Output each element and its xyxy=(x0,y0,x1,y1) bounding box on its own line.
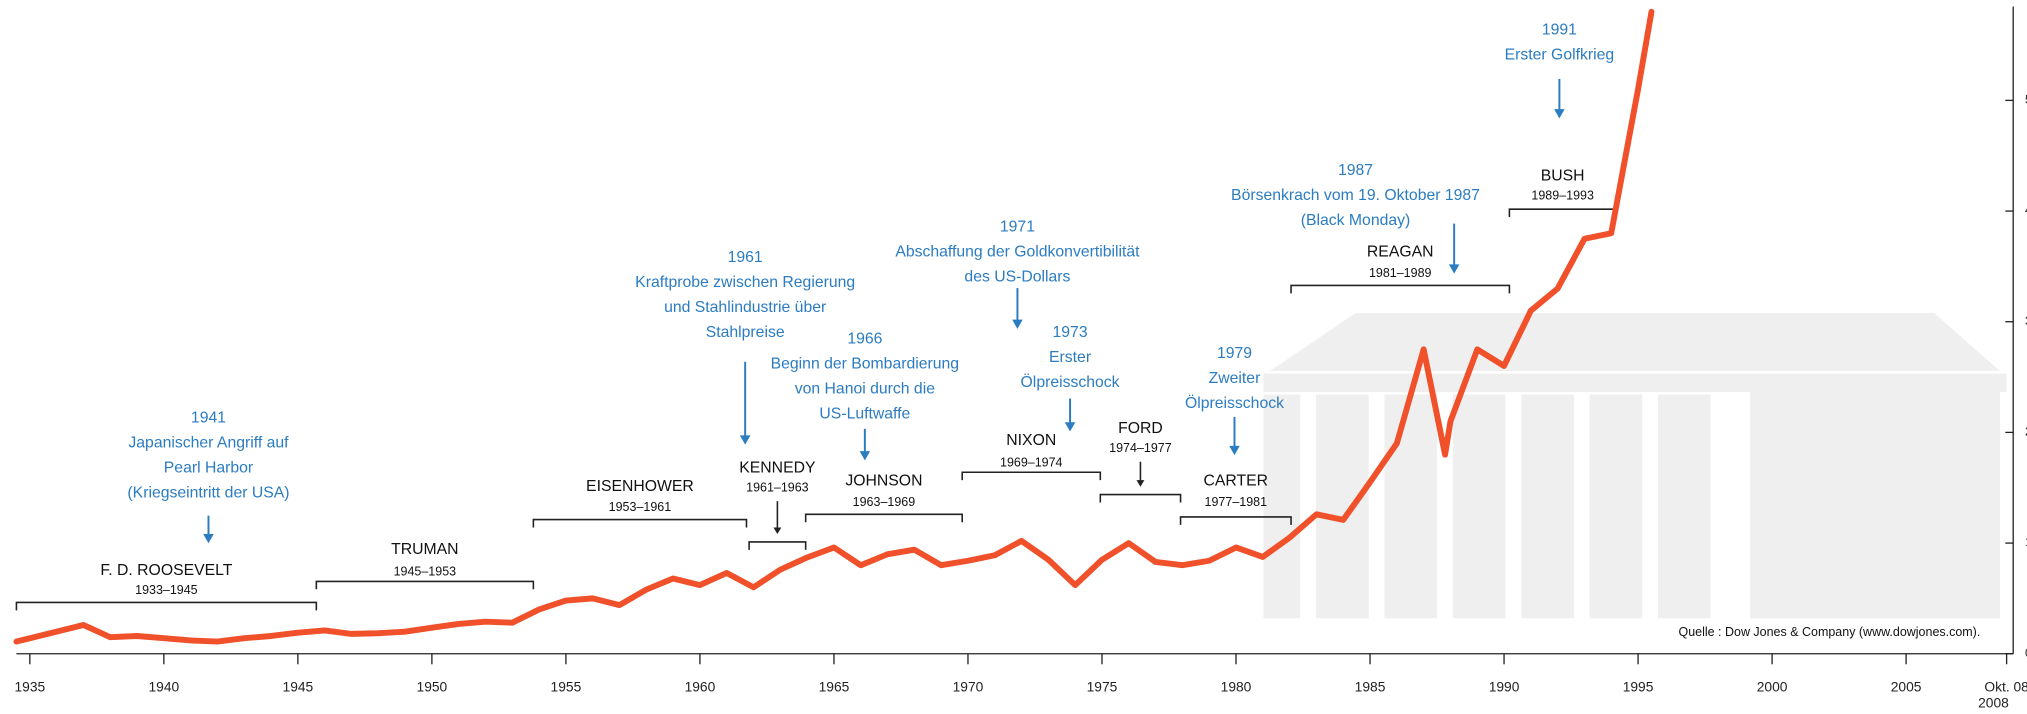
event-text: Kraftprobe zwischen Regierung xyxy=(635,274,855,291)
president-years: 1953–1961 xyxy=(609,500,672,514)
president-name: REAGAN xyxy=(1367,244,1434,261)
event-arrowhead xyxy=(1229,446,1240,455)
event-text: US-Luftwaffe xyxy=(819,406,910,423)
event-text: Japanischer Angriff auf xyxy=(128,434,289,451)
x-tick-label: Okt. 08 xyxy=(1984,679,2027,695)
event-text: 1961 xyxy=(728,249,763,266)
event-text: 1973 xyxy=(1053,324,1088,341)
president-bracket xyxy=(316,581,533,589)
event-arrowhead xyxy=(203,534,214,543)
event-text: Erster Golfkrieg xyxy=(1505,46,1615,63)
president-bracket xyxy=(16,602,316,610)
event-text: 1979 xyxy=(1217,345,1252,362)
event-text: (Black Monday) xyxy=(1301,212,1411,229)
president-bracket xyxy=(1291,285,1509,293)
president-name: BUSH xyxy=(1541,167,1585,184)
event-text: Börsenkrach vom 19. Oktober 1987 xyxy=(1231,187,1480,204)
event-text: Stahlpreise xyxy=(706,324,785,341)
president-bracket xyxy=(533,520,746,528)
event-text: des US-Dollars xyxy=(964,269,1070,286)
president-years: 1933–1945 xyxy=(135,583,198,597)
president-arrowhead xyxy=(1136,480,1144,487)
x-tick-label: 1945 xyxy=(283,679,314,695)
x-tick-label: 1960 xyxy=(685,679,716,695)
president-years: 1989–1993 xyxy=(1531,188,1594,202)
x-axis-note: 2008 xyxy=(1978,694,2009,709)
president-years: 1981–1989 xyxy=(1369,266,1432,280)
event-text: 1971 xyxy=(1000,219,1035,236)
x-tick-label: 1995 xyxy=(1623,679,1654,695)
event-text: Pearl Harbor xyxy=(164,459,253,476)
event-text: (Kriegseintritt der USA) xyxy=(127,484,289,501)
president-years: 1961–1963 xyxy=(746,480,809,494)
president-bracket xyxy=(806,514,963,522)
event-text: 1941 xyxy=(191,409,226,426)
president-name: F. D. ROOSEVELT xyxy=(100,562,232,579)
president-years: 1969–1974 xyxy=(1000,455,1063,469)
event-text: 1966 xyxy=(847,331,882,348)
event-text: 1991 xyxy=(1542,21,1577,38)
president-name: FORD xyxy=(1118,420,1163,437)
event-arrowhead xyxy=(1012,320,1023,329)
page: 1935 1940 1945 1950 1955 1960 1965 1970 1975 1980… xyxy=(0,0,2027,709)
president-name: NIXON xyxy=(1006,432,1056,449)
x-tick-label: 1940 xyxy=(148,679,179,695)
event-text: Erster xyxy=(1049,349,1091,366)
president-arrowhead xyxy=(773,527,781,534)
president-years: 1974–1977 xyxy=(1109,441,1172,455)
x-tick-label: 2000 xyxy=(1757,679,1788,695)
president-name: KENNEDY xyxy=(739,459,816,476)
president-bracket xyxy=(1509,209,1616,217)
x-tick-label: 1975 xyxy=(1087,679,1118,695)
president-bracket xyxy=(1100,495,1180,503)
event-text: und Stahlindustrie über xyxy=(664,299,826,316)
x-tick-label: 1955 xyxy=(551,679,582,695)
x-tick-label: 1985 xyxy=(1355,679,1386,695)
president-name: JOHNSON xyxy=(845,473,922,490)
event-arrowhead xyxy=(1065,422,1076,431)
event-text: Beginn der Bombardierung xyxy=(771,356,959,373)
event-arrowhead xyxy=(860,451,871,460)
event-text: Ölpreisschock xyxy=(1185,394,1284,412)
event-text: Abschaffung der Goldkonvertibilität xyxy=(895,244,1140,261)
president-name: EISENHOWER xyxy=(586,478,694,495)
event-text: von Hanoi durch die xyxy=(795,381,935,398)
event-arrowhead xyxy=(1554,109,1565,118)
x-tick-label: 1980 xyxy=(1221,679,1252,695)
event-text: Ölpreisschock xyxy=(1021,373,1120,391)
event-arrowhead xyxy=(1449,264,1460,273)
president-years: 1963–1969 xyxy=(853,495,916,509)
president-bracket xyxy=(749,542,806,550)
background-building xyxy=(1263,313,2006,618)
president-bracket xyxy=(962,472,1100,480)
president-name: CARTER xyxy=(1204,473,1269,490)
x-tick-label: 1935 xyxy=(14,679,45,695)
source: Quelle : Dow Jones & Company (www.dowjon… xyxy=(1678,625,1980,639)
event-arrowhead xyxy=(740,435,751,444)
event-text: Zweiter xyxy=(1209,370,1261,387)
president-years: 1977–1981 xyxy=(1205,495,1268,509)
chart: 1935 1940 1945 1950 1955 1960 1965 1970 1975 1980… xyxy=(0,0,2027,709)
x-tick-label: 1950 xyxy=(417,679,448,695)
president-name: TRUMAN xyxy=(391,541,458,558)
event-text: 1987 xyxy=(1338,162,1373,179)
president-years: 1945–1953 xyxy=(394,564,457,578)
x-tick-label: 1970 xyxy=(953,679,984,695)
x-tick-label: 2005 xyxy=(1891,679,1922,695)
x-tick-label: 1965 xyxy=(819,679,850,695)
x-tick-label: 1990 xyxy=(1489,679,1520,695)
